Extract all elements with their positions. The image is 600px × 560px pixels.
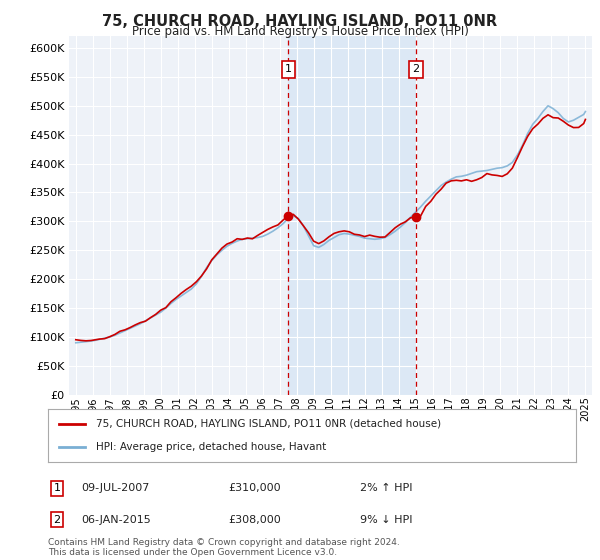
Text: 2: 2 <box>412 64 419 74</box>
Bar <box>289 36 416 395</box>
Text: 75, CHURCH ROAD, HAYLING ISLAND, PO11 0NR (detached house): 75, CHURCH ROAD, HAYLING ISLAND, PO11 0N… <box>95 419 440 429</box>
Text: HPI: Average price, detached house, Havant: HPI: Average price, detached house, Hava… <box>95 442 326 452</box>
Text: 1: 1 <box>53 483 61 493</box>
Text: 06-JAN-2015: 06-JAN-2015 <box>81 515 151 525</box>
Text: £308,000: £308,000 <box>228 515 281 525</box>
Text: Price paid vs. HM Land Registry's House Price Index (HPI): Price paid vs. HM Land Registry's House … <box>131 25 469 38</box>
Text: Contains HM Land Registry data © Crown copyright and database right 2024.
This d: Contains HM Land Registry data © Crown c… <box>48 538 400 557</box>
Text: 09-JUL-2007: 09-JUL-2007 <box>81 483 149 493</box>
Text: 75, CHURCH ROAD, HAYLING ISLAND, PO11 0NR: 75, CHURCH ROAD, HAYLING ISLAND, PO11 0N… <box>103 14 497 29</box>
Text: 1: 1 <box>285 64 292 74</box>
Text: 2% ↑ HPI: 2% ↑ HPI <box>360 483 413 493</box>
Text: 2: 2 <box>53 515 61 525</box>
Text: £310,000: £310,000 <box>228 483 281 493</box>
Text: 9% ↓ HPI: 9% ↓ HPI <box>360 515 413 525</box>
